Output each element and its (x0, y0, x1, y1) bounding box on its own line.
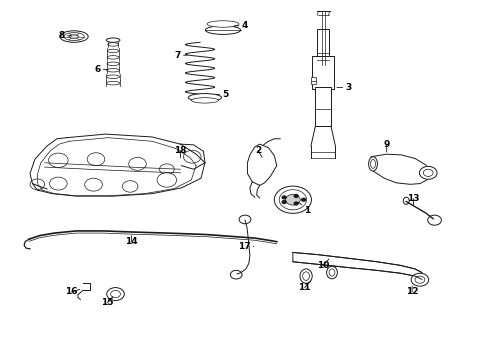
Circle shape (294, 194, 298, 197)
Text: 14: 14 (125, 235, 138, 246)
Circle shape (282, 196, 286, 199)
Text: 7: 7 (174, 51, 187, 60)
Ellipse shape (205, 26, 241, 35)
Circle shape (286, 194, 300, 205)
Ellipse shape (107, 49, 119, 53)
Circle shape (111, 291, 121, 298)
Ellipse shape (64, 33, 84, 41)
Text: 16: 16 (65, 287, 80, 296)
Circle shape (30, 179, 45, 190)
Circle shape (279, 190, 307, 210)
Circle shape (183, 150, 201, 163)
Ellipse shape (106, 38, 120, 42)
Circle shape (87, 153, 105, 166)
Bar (316, 87, 331, 126)
Text: 12: 12 (406, 286, 418, 296)
Ellipse shape (300, 269, 312, 283)
Text: 8: 8 (58, 31, 72, 40)
Text: 17: 17 (238, 242, 254, 251)
Circle shape (282, 201, 286, 203)
Ellipse shape (107, 68, 120, 72)
Text: 1: 1 (299, 202, 311, 215)
Circle shape (294, 202, 298, 205)
Ellipse shape (106, 81, 120, 85)
Circle shape (423, 169, 433, 176)
Ellipse shape (370, 159, 375, 168)
Circle shape (230, 270, 242, 279)
Circle shape (428, 215, 441, 225)
Text: 2: 2 (255, 146, 262, 157)
Ellipse shape (403, 197, 409, 204)
Circle shape (415, 276, 425, 283)
Text: 18: 18 (174, 146, 187, 158)
Text: 9: 9 (384, 140, 390, 152)
Text: 4: 4 (234, 21, 248, 30)
Circle shape (122, 181, 138, 192)
Bar (312, 77, 317, 84)
Ellipse shape (108, 43, 119, 46)
Circle shape (49, 153, 68, 167)
Polygon shape (247, 144, 277, 185)
Ellipse shape (303, 272, 310, 280)
Circle shape (107, 288, 124, 301)
Ellipse shape (106, 75, 120, 78)
Ellipse shape (329, 269, 335, 276)
Text: 10: 10 (317, 259, 329, 270)
Circle shape (159, 164, 174, 175)
Text: 13: 13 (407, 194, 420, 205)
Circle shape (49, 177, 67, 190)
Bar (313, 56, 334, 89)
Circle shape (157, 173, 176, 187)
Circle shape (274, 186, 312, 213)
Circle shape (302, 198, 306, 201)
Circle shape (85, 178, 102, 191)
Ellipse shape (368, 157, 377, 171)
Ellipse shape (69, 35, 79, 39)
Circle shape (129, 157, 147, 170)
Ellipse shape (107, 56, 119, 59)
Polygon shape (371, 154, 430, 184)
Polygon shape (293, 252, 422, 279)
Circle shape (411, 273, 429, 286)
Ellipse shape (107, 62, 119, 66)
Ellipse shape (60, 31, 88, 42)
Text: 3: 3 (337, 83, 352, 92)
Circle shape (419, 166, 437, 179)
Circle shape (239, 215, 251, 224)
Ellipse shape (207, 21, 239, 27)
Text: 6: 6 (94, 65, 108, 74)
Ellipse shape (327, 266, 337, 279)
Text: 15: 15 (101, 297, 114, 307)
Text: 11: 11 (298, 281, 311, 292)
Ellipse shape (192, 98, 219, 103)
Ellipse shape (188, 94, 221, 102)
Text: 5: 5 (216, 90, 228, 99)
Bar (318, 30, 329, 58)
